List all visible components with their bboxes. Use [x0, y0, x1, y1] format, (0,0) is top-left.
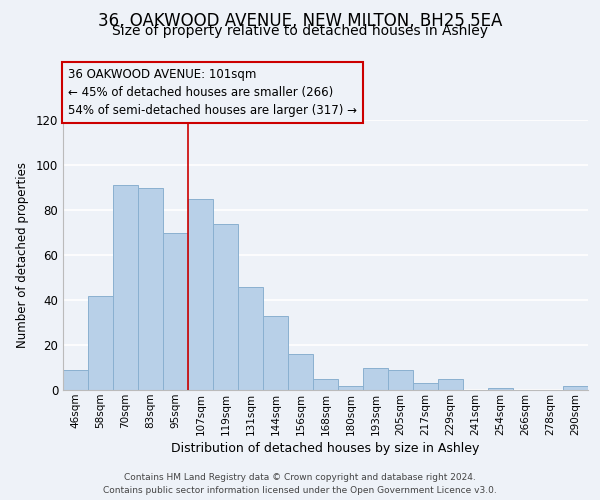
Bar	[338, 386, 363, 390]
Bar	[438, 379, 463, 390]
Bar	[113, 185, 138, 390]
Y-axis label: Number of detached properties: Number of detached properties	[16, 162, 29, 348]
Bar	[188, 198, 213, 390]
Bar	[213, 224, 238, 390]
Bar	[88, 296, 113, 390]
Bar	[263, 316, 288, 390]
Text: Contains HM Land Registry data © Crown copyright and database right 2024.
Contai: Contains HM Land Registry data © Crown c…	[103, 473, 497, 495]
Bar	[63, 370, 88, 390]
Text: Size of property relative to detached houses in Ashley: Size of property relative to detached ho…	[112, 24, 488, 38]
Bar	[388, 370, 413, 390]
Bar	[488, 388, 513, 390]
Bar	[363, 368, 388, 390]
Bar	[288, 354, 313, 390]
Text: 36, OAKWOOD AVENUE, NEW MILTON, BH25 5EA: 36, OAKWOOD AVENUE, NEW MILTON, BH25 5EA	[98, 12, 502, 30]
X-axis label: Distribution of detached houses by size in Ashley: Distribution of detached houses by size …	[172, 442, 479, 455]
Text: 36 OAKWOOD AVENUE: 101sqm
← 45% of detached houses are smaller (266)
54% of semi: 36 OAKWOOD AVENUE: 101sqm ← 45% of detac…	[68, 68, 357, 117]
Bar	[563, 386, 588, 390]
Bar	[413, 383, 438, 390]
Bar	[163, 232, 188, 390]
Bar	[313, 379, 338, 390]
Bar	[238, 286, 263, 390]
Bar	[138, 188, 163, 390]
